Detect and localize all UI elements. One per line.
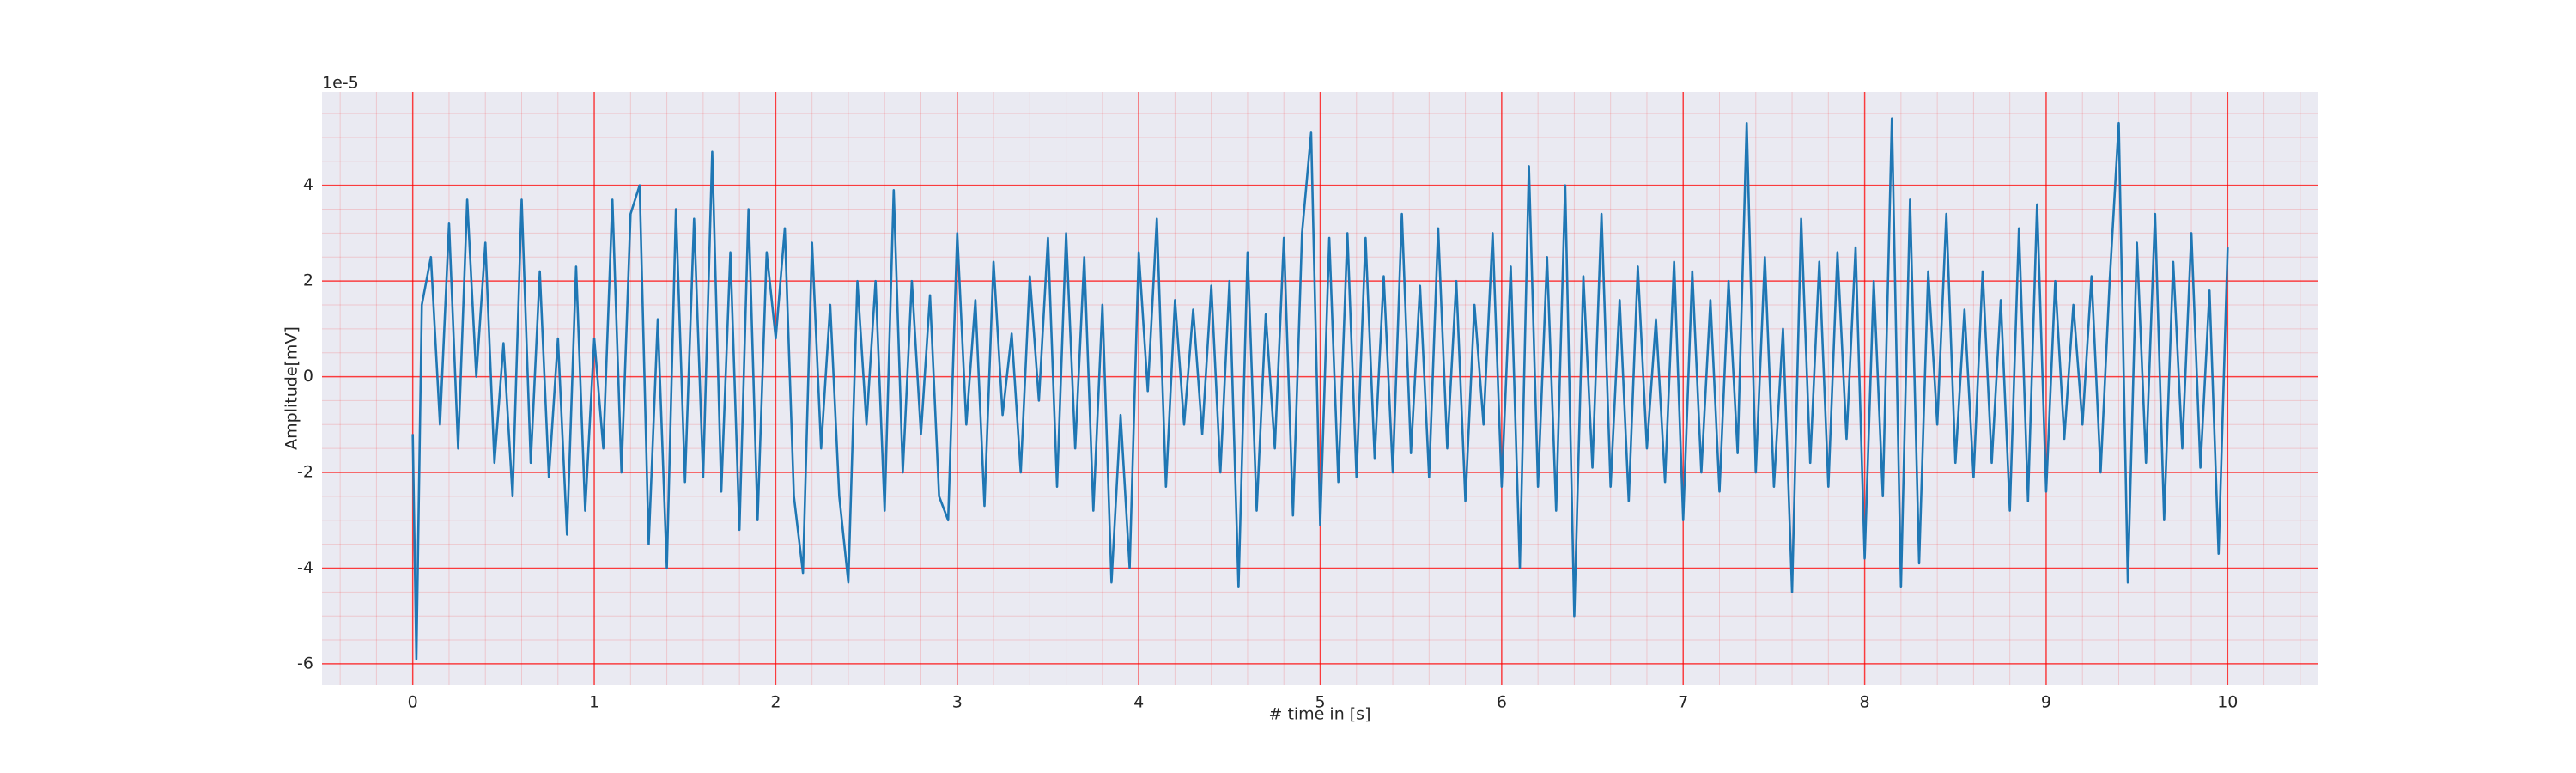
y-tick-label: -6 bbox=[297, 654, 313, 673]
x-tick-label: 0 bbox=[408, 693, 418, 712]
signal-line bbox=[411, 117, 2229, 660]
x-tick-label: 1 bbox=[589, 693, 599, 712]
x-axis-label: # time in [s] bbox=[1268, 705, 1370, 724]
y-tick-label: -2 bbox=[297, 463, 313, 482]
y-tick-label: 2 bbox=[303, 271, 313, 290]
x-tick-label: 3 bbox=[952, 693, 963, 712]
x-tick-label: 2 bbox=[770, 693, 781, 712]
x-tick-label: 4 bbox=[1133, 693, 1144, 712]
x-tick-label: 6 bbox=[1497, 693, 1507, 712]
y-tick-label: 4 bbox=[303, 175, 313, 194]
x-tick-label: 10 bbox=[2217, 693, 2238, 712]
y-tick-label: 0 bbox=[303, 367, 313, 386]
offset-label: 1e-5 bbox=[322, 74, 359, 93]
y-tick-label: -4 bbox=[297, 558, 313, 577]
x-tick-label: 7 bbox=[1678, 693, 1688, 712]
x-tick-label: 9 bbox=[2041, 693, 2051, 712]
y-axis-label: Amplitude[mV] bbox=[283, 326, 301, 450]
x-tick-label: 8 bbox=[1860, 693, 1870, 712]
x-tick-label: 5 bbox=[1315, 693, 1325, 712]
